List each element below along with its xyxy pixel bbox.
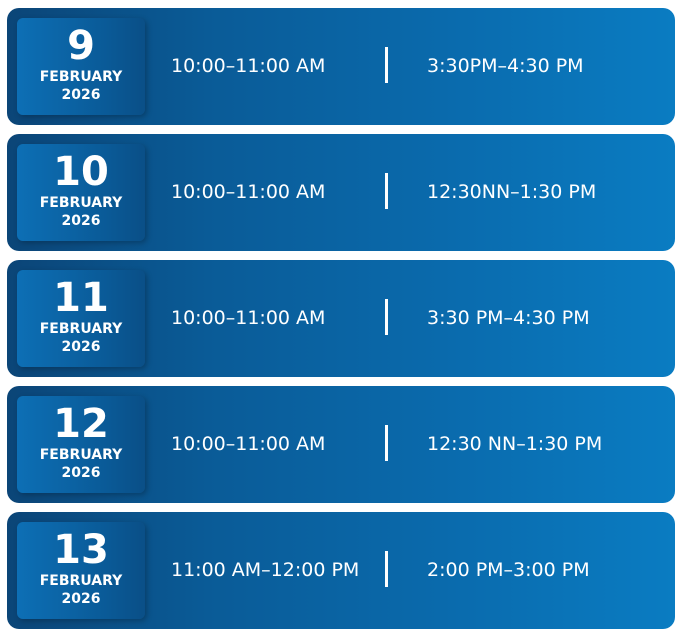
date-badge: 12 FEBRUARY 2026 bbox=[17, 396, 145, 493]
schedule-card: 13 FEBRUARY 2026 11:00 AM–12:00 PM 2:00 … bbox=[7, 512, 675, 629]
date-badge: 13 FEBRUARY 2026 bbox=[17, 522, 145, 619]
time-slot-1: 10:00–11:00 AM bbox=[171, 55, 326, 77]
time-slot-1: 11:00 AM–12:00 PM bbox=[171, 559, 360, 581]
date-badge: 9 FEBRUARY 2026 bbox=[17, 18, 145, 115]
date-day: 9 bbox=[67, 23, 95, 69]
time-slot-2: 2:00 PM–3:00 PM bbox=[427, 559, 590, 581]
time-slot-2: 3:30 PM–4:30 PM bbox=[427, 307, 590, 329]
date-month: FEBRUARY bbox=[39, 69, 123, 85]
divider bbox=[385, 47, 388, 83]
date-year: 2026 bbox=[61, 213, 101, 229]
schedule-card: 9 FEBRUARY 2026 10:00–11:00 AM 3:30PM–4:… bbox=[7, 8, 675, 125]
schedule-card: 11 FEBRUARY 2026 10:00–11:00 AM 3:30 PM–… bbox=[7, 260, 675, 377]
date-month: FEBRUARY bbox=[39, 573, 123, 589]
divider bbox=[385, 173, 388, 209]
date-month: FEBRUARY bbox=[39, 195, 123, 211]
date-year: 2026 bbox=[61, 591, 101, 607]
date-day: 10 bbox=[53, 149, 109, 195]
time-slot-1: 10:00–11:00 AM bbox=[171, 433, 326, 455]
date-year: 2026 bbox=[61, 465, 101, 481]
time-slot-1: 10:00–11:00 AM bbox=[171, 181, 326, 203]
divider bbox=[385, 425, 388, 461]
date-day: 13 bbox=[53, 527, 109, 573]
time-slot-2: 3:30PM–4:30 PM bbox=[427, 55, 584, 77]
date-month: FEBRUARY bbox=[39, 321, 123, 337]
date-day: 11 bbox=[53, 275, 109, 321]
time-slot-2: 12:30NN–1:30 PM bbox=[427, 181, 597, 203]
time-slot-2: 12:30 NN–1:30 PM bbox=[427, 433, 603, 455]
schedule-card: 12 FEBRUARY 2026 10:00–11:00 AM 12:30 NN… bbox=[7, 386, 675, 503]
divider bbox=[385, 299, 388, 335]
date-year: 2026 bbox=[61, 87, 101, 103]
date-day: 12 bbox=[53, 401, 109, 447]
date-badge: 11 FEBRUARY 2026 bbox=[17, 270, 145, 367]
date-month: FEBRUARY bbox=[39, 447, 123, 463]
date-badge: 10 FEBRUARY 2026 bbox=[17, 144, 145, 241]
date-year: 2026 bbox=[61, 339, 101, 355]
divider bbox=[385, 551, 388, 587]
schedule-card: 10 FEBRUARY 2026 10:00–11:00 AM 12:30NN–… bbox=[7, 134, 675, 251]
time-slot-1: 10:00–11:00 AM bbox=[171, 307, 326, 329]
